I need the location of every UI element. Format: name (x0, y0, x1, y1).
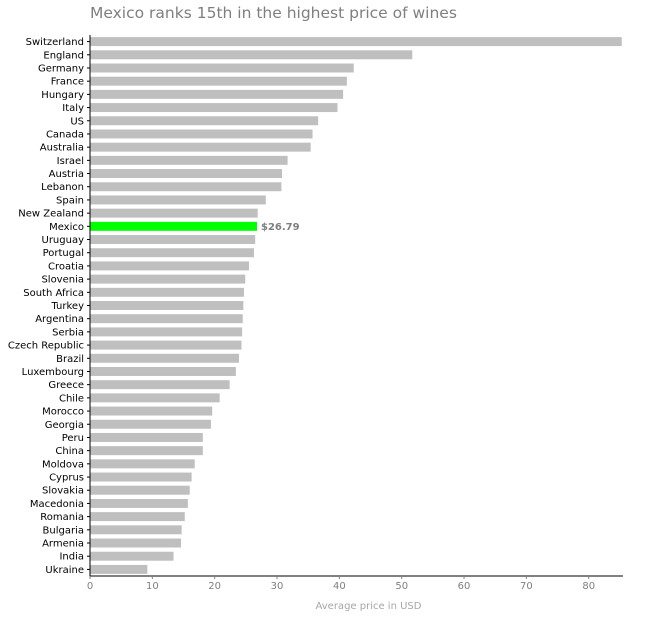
category-label: Italy (62, 103, 84, 114)
category-label: Armenia (42, 539, 84, 550)
category-label: Romania (40, 512, 84, 523)
category-label: France (51, 77, 84, 88)
bar (90, 129, 313, 139)
bar (90, 393, 220, 403)
bar (90, 472, 192, 482)
highlight-data-label: $26.79 (261, 222, 300, 233)
category-label: Croatia (48, 261, 84, 272)
x-axis: 0 10 20 30 40 50 60 70 80 (87, 575, 623, 592)
category-label: Australia (40, 143, 84, 154)
bar (90, 208, 258, 218)
bar (90, 287, 244, 297)
category-label: Mexico (49, 222, 84, 233)
category-label: South Africa (23, 288, 84, 299)
bar (90, 432, 203, 442)
x-tick-label: 80 (582, 581, 595, 592)
category-label: Israel (57, 156, 84, 167)
bar (90, 340, 242, 350)
x-tick-label: 70 (520, 581, 533, 592)
x-tick-label: 20 (208, 581, 221, 592)
category-label: Georgia (45, 420, 84, 431)
category-label: Moldova (42, 459, 84, 470)
bar (90, 274, 246, 284)
x-ticks: 0 10 20 30 40 50 60 70 80 (87, 576, 595, 592)
category-labels: Switzerland England Germany France Hungary It… (8, 37, 90, 576)
category-label: Germany (38, 63, 84, 74)
bar (90, 525, 182, 535)
bar (90, 235, 256, 245)
bar (90, 419, 211, 429)
bar (90, 76, 347, 86)
bar-group (90, 37, 622, 574)
x-tick-label: 10 (146, 581, 159, 592)
category-label: New Zealand (18, 209, 84, 220)
category-label: Spain (56, 195, 84, 206)
category-label: US (70, 116, 84, 127)
bar (90, 406, 213, 416)
category-label: Bulgaria (43, 525, 84, 536)
category-label: Luxembourg (22, 367, 84, 378)
bar (90, 155, 288, 165)
bar (90, 485, 190, 495)
bar (90, 327, 243, 337)
category-label: Peru (62, 433, 84, 444)
category-label: Slovenia (41, 275, 84, 286)
bar (90, 142, 311, 152)
category-label: Cyprus (49, 473, 84, 484)
bar (90, 169, 283, 179)
category-label: Lebanon (41, 182, 84, 193)
x-tick-label: 40 (333, 581, 346, 592)
category-label: Argentina (35, 314, 84, 325)
category-label: Greece (48, 380, 84, 391)
category-label: Morocco (42, 407, 84, 418)
category-label: Chile (59, 393, 84, 404)
bar (90, 366, 236, 376)
x-tick-label: 50 (395, 581, 408, 592)
chart-title: Mexico ranks 15th in the highest price o… (90, 4, 457, 22)
bar (90, 63, 354, 73)
category-label: Austria (49, 169, 84, 180)
category-label: Portugal (43, 248, 84, 259)
bar (90, 103, 338, 113)
bar (90, 512, 185, 522)
bar (90, 564, 148, 574)
bar (90, 446, 203, 456)
bar (90, 37, 622, 47)
bar-highlight (90, 221, 258, 231)
bar (90, 314, 243, 324)
category-label: Czech Republic (8, 341, 84, 352)
category-label: Uruguay (42, 235, 85, 246)
bar (90, 459, 195, 469)
category-label: Turkey (50, 301, 84, 312)
category-label: Macedonia (30, 499, 84, 510)
category-label: Ukraine (45, 565, 84, 576)
category-label: England (43, 50, 84, 61)
bar (90, 380, 230, 390)
category-label: Hungary (41, 90, 84, 101)
bar (90, 195, 266, 205)
bar (90, 538, 182, 548)
bar (90, 551, 174, 561)
bar (90, 182, 282, 192)
bar (90, 248, 254, 258)
x-tick-label: 0 (87, 581, 93, 592)
bar (90, 50, 413, 60)
x-axis-title: Average price in USD (316, 601, 422, 612)
x-tick-label: 60 (458, 581, 471, 592)
bar (90, 353, 239, 363)
category-label: Slovakia (42, 486, 84, 497)
bar (90, 116, 319, 126)
bar (90, 498, 188, 508)
category-label: Switzerland (26, 37, 84, 48)
category-label: China (55, 446, 84, 457)
category-label: Serbia (52, 327, 84, 338)
bar (90, 301, 244, 310)
bar (90, 261, 249, 271)
bar (90, 89, 344, 99)
category-label: Canada (46, 129, 84, 140)
category-label: Brazil (56, 354, 84, 365)
x-tick-label: 30 (271, 581, 284, 592)
category-label: India (59, 552, 84, 563)
